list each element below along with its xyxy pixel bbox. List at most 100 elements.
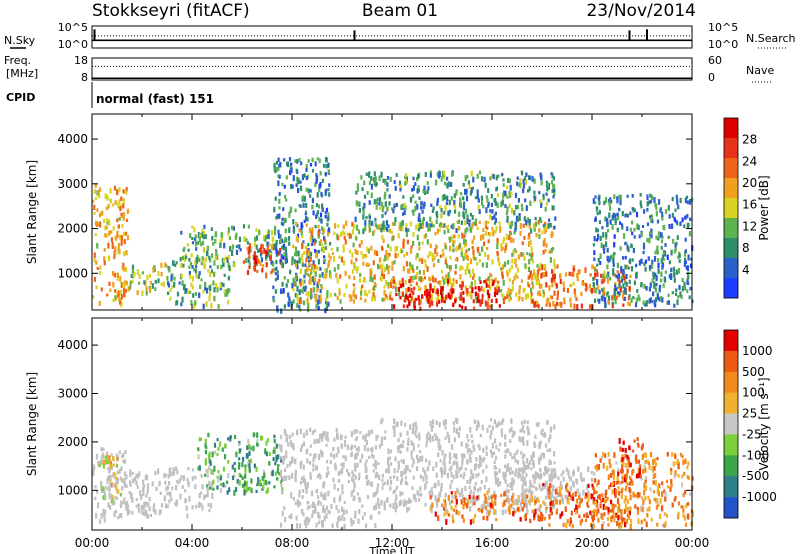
scatter-cell — [204, 458, 207, 464]
scatter-cell — [431, 300, 434, 306]
scatter-cell — [289, 440, 293, 444]
scatter-cell — [487, 284, 491, 288]
scatter-cell — [630, 518, 633, 524]
scatter-cell — [629, 227, 632, 232]
scatter-cell — [466, 174, 469, 179]
scatter-cell — [469, 285, 472, 289]
scatter-cell — [651, 259, 654, 265]
scatter-cell — [402, 242, 405, 247]
scatter-cell — [439, 491, 442, 498]
scatter-cell — [591, 515, 594, 519]
scatter-cell — [175, 466, 178, 472]
scatter-cell — [200, 491, 203, 495]
scatter-cell — [437, 515, 440, 522]
scatter-cell — [104, 193, 107, 199]
scatter-cell — [141, 509, 144, 515]
scatter-cell — [407, 440, 410, 446]
scatter-cell — [625, 472, 629, 478]
scatter-cell — [582, 489, 585, 496]
scatter-cell — [324, 157, 328, 163]
scatter-cell — [528, 221, 531, 226]
scatter-cell — [606, 247, 609, 253]
scatter-cell — [185, 288, 188, 293]
scatter-cell — [443, 223, 446, 228]
scatter-cell — [493, 419, 496, 425]
scatter-cell — [545, 202, 548, 206]
scatter-cell — [231, 475, 235, 481]
scatter-cell — [436, 201, 439, 206]
scatter-cell — [613, 452, 616, 458]
scatter-cell — [304, 523, 308, 529]
scatter-cell — [209, 272, 212, 278]
scatter-cell — [493, 198, 496, 202]
scatter-cell — [472, 518, 475, 524]
scatter-cell — [507, 177, 510, 183]
scatter-cell — [299, 281, 302, 287]
x-tick-label: 16:00 — [475, 536, 510, 550]
scatter-cell — [541, 514, 544, 519]
scatter-cell — [351, 269, 354, 274]
scatter-cell — [100, 459, 103, 465]
scatter-cell — [120, 196, 123, 201]
scatter-cell — [661, 235, 664, 239]
scatter-cell — [315, 522, 318, 528]
scatter-cell — [297, 177, 300, 182]
scatter-cell — [651, 219, 654, 224]
scatter-cell — [204, 461, 207, 466]
scatter-cell — [586, 501, 589, 506]
scatter-cell — [248, 261, 251, 267]
scatter-cell — [492, 451, 495, 455]
scatter-cell — [588, 304, 591, 309]
scatter-cell — [453, 426, 456, 433]
x-tick-label: 12:00 — [375, 536, 410, 550]
scatter-cell — [274, 471, 277, 476]
scatter-cell — [428, 436, 431, 441]
scatter-cell — [112, 226, 115, 231]
scatter-cell — [548, 495, 551, 500]
scatter-cell — [294, 473, 297, 479]
scatter-cell — [325, 472, 328, 478]
scatter-cell — [285, 175, 288, 180]
scatter-cell — [96, 242, 99, 249]
scatter-cell — [688, 199, 692, 205]
scatter-cell — [625, 478, 628, 484]
scatter-cell — [368, 228, 372, 232]
scatter-cell — [528, 175, 531, 181]
scatter-cell — [681, 277, 684, 283]
scatter-cell — [362, 435, 365, 440]
scatter-cell — [498, 481, 502, 486]
scatter-cell — [614, 219, 617, 226]
scatter-cell — [341, 506, 344, 513]
scatter-cell — [243, 482, 246, 487]
scatter-cell — [630, 266, 634, 272]
scatter-cell — [220, 264, 223, 270]
scatter-cell — [395, 485, 398, 490]
scatter-cell — [559, 513, 562, 518]
scatter-cell — [238, 473, 241, 477]
scatter-cell — [639, 200, 642, 206]
scatter-cell — [535, 232, 538, 238]
scatter-cell — [621, 447, 624, 452]
scatter-cell — [657, 231, 660, 237]
scatter-cell — [365, 215, 368, 220]
scatter-cell — [268, 461, 271, 466]
scatter-cell — [264, 448, 267, 455]
scatter-cell — [539, 504, 542, 508]
scatter-cell — [510, 418, 513, 424]
scatter-cell — [321, 272, 324, 278]
scatter-cell — [391, 221, 395, 226]
scatter-cell — [537, 515, 540, 522]
scatter-cell — [534, 195, 537, 201]
scatter-cell — [283, 239, 286, 243]
scatter-cell — [296, 303, 299, 308]
scatter-cell — [587, 466, 590, 473]
scatter-cell — [320, 491, 323, 497]
scatter-cell — [143, 501, 146, 506]
scatter-cell — [471, 224, 474, 229]
scatter-cell — [281, 217, 284, 221]
scatter-cell — [313, 439, 316, 445]
scatter-cell — [294, 469, 297, 475]
scatter-cell — [504, 479, 507, 484]
scatter-cell — [201, 256, 204, 261]
scatter-cell — [157, 271, 160, 277]
